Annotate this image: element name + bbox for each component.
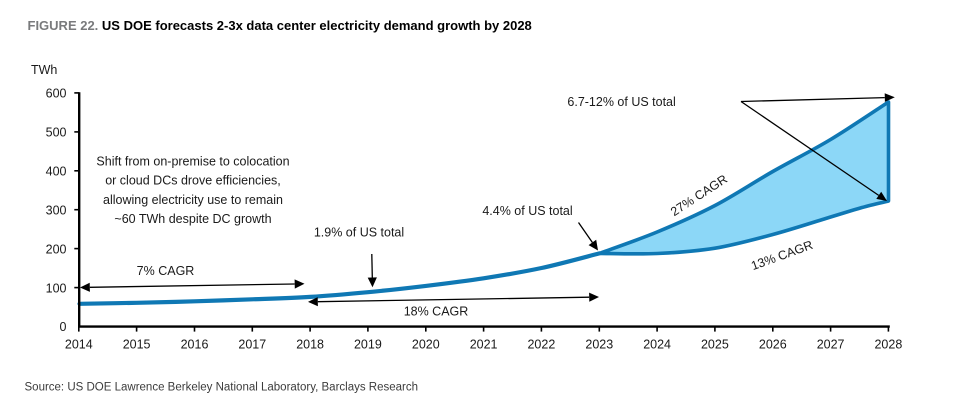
svg-text:2021: 2021 [470, 338, 498, 352]
svg-text:400: 400 [46, 165, 67, 179]
svg-text:2025: 2025 [701, 338, 729, 352]
svg-text:0: 0 [60, 320, 67, 334]
svg-text:Source: US DOE Lawrence Berkel: Source: US DOE Lawrence Berkeley Nationa… [25, 382, 419, 394]
svg-text:FIGURE 22. US DOE forecasts 2-: FIGURE 22. US DOE forecasts 2-3x data ce… [28, 18, 532, 33]
svg-text:Shift from on-premise to coloc: Shift from on-premise to colocation [96, 155, 289, 169]
svg-text:500: 500 [46, 126, 67, 140]
svg-text:2020: 2020 [412, 338, 440, 352]
svg-text:~60 TWh despite DC growth: ~60 TWh despite DC growth [114, 212, 271, 226]
svg-text:200: 200 [46, 242, 67, 256]
svg-text:2023: 2023 [585, 338, 613, 352]
svg-text:300: 300 [46, 203, 67, 217]
svg-text:allowing electricity use to re: allowing electricity use to remain [103, 193, 283, 207]
svg-text:2024: 2024 [643, 338, 671, 352]
svg-text:2026: 2026 [759, 338, 787, 352]
svg-text:2027: 2027 [817, 338, 845, 352]
svg-text:or cloud DCs drove efficiencie: or cloud DCs drove efficiencies, [105, 174, 281, 188]
svg-text:2014: 2014 [65, 338, 93, 352]
svg-text:2022: 2022 [527, 338, 555, 352]
svg-text:7% CAGR: 7% CAGR [137, 264, 195, 278]
svg-text:4.4% of US total: 4.4% of US total [482, 204, 572, 218]
svg-text:100: 100 [46, 281, 67, 295]
svg-text:2016: 2016 [181, 338, 209, 352]
svg-text:18% CAGR: 18% CAGR [404, 305, 469, 319]
svg-text:2017: 2017 [238, 338, 266, 352]
svg-text:2015: 2015 [123, 338, 151, 352]
svg-text:600: 600 [46, 87, 67, 101]
svg-text:6.7-12% of US total: 6.7-12% of US total [567, 95, 675, 109]
svg-text:13% CAGR: 13% CAGR [749, 238, 815, 273]
svg-text:TWh: TWh [31, 63, 57, 77]
svg-text:1.9% of US total: 1.9% of US total [314, 226, 404, 240]
svg-text:2018: 2018 [296, 338, 324, 352]
svg-text:2019: 2019 [354, 338, 382, 352]
svg-text:2028: 2028 [874, 338, 902, 352]
